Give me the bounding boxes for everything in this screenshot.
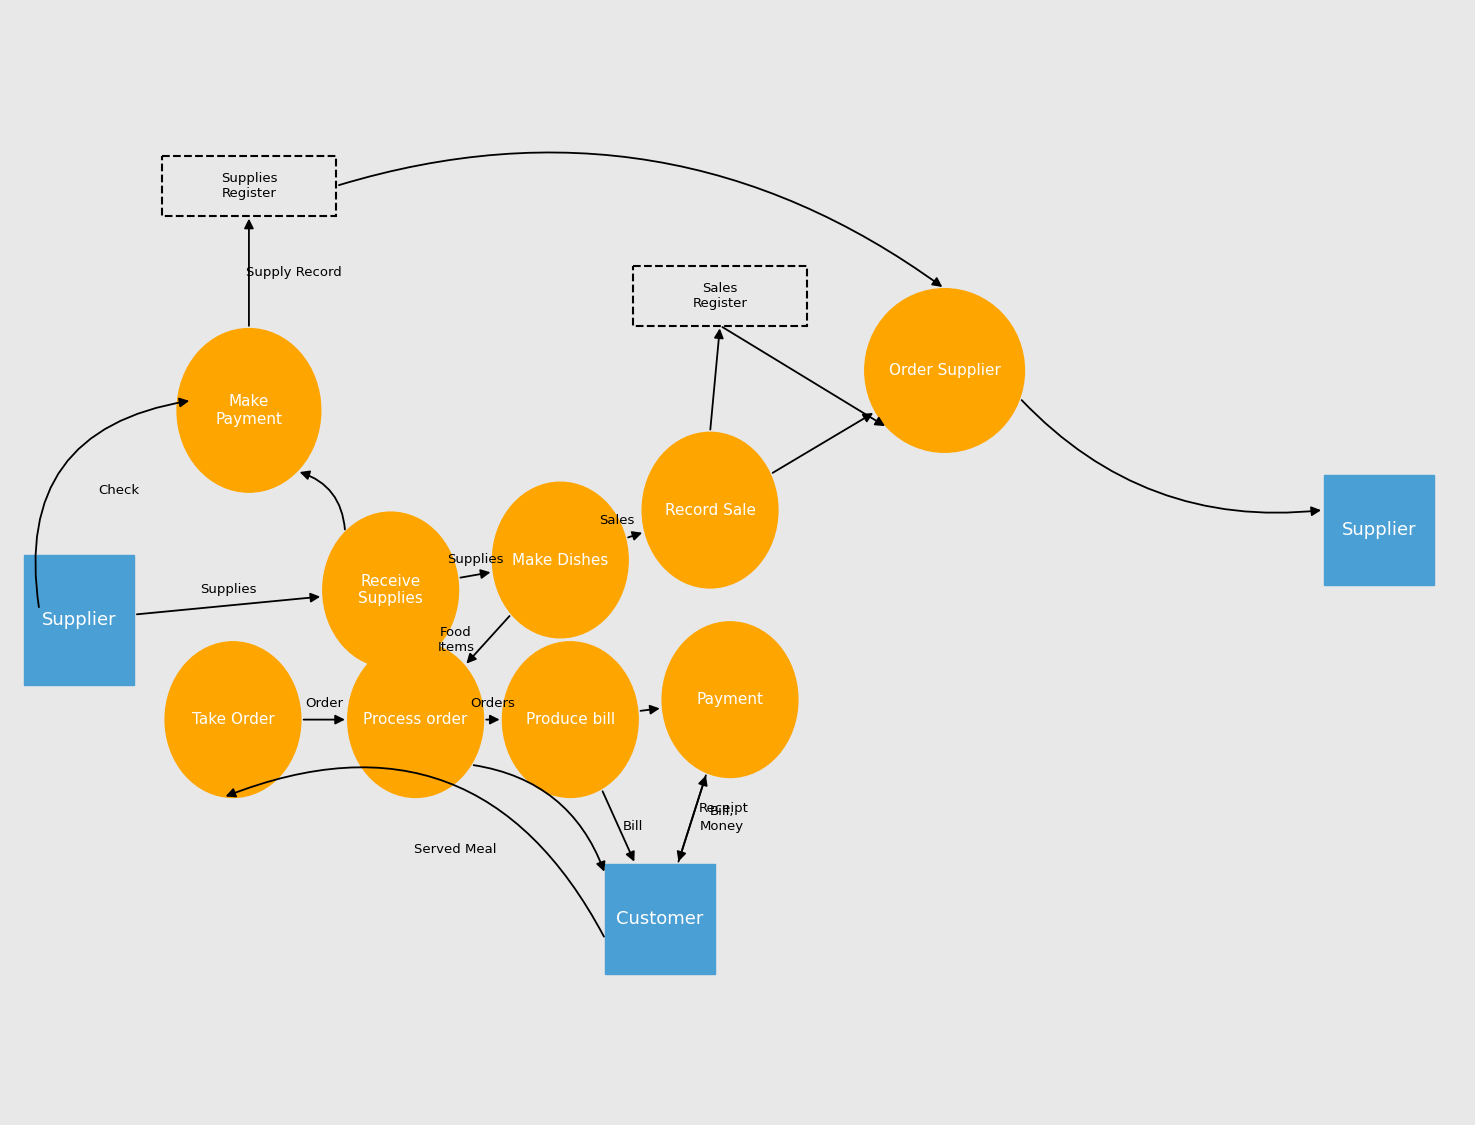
Ellipse shape — [642, 432, 777, 588]
Text: Supply Record: Supply Record — [246, 266, 342, 279]
FancyBboxPatch shape — [25, 555, 134, 685]
Text: Supplier: Supplier — [41, 611, 117, 629]
Text: Produce bill: Produce bill — [525, 712, 615, 727]
Text: Served Meal: Served Meal — [414, 843, 497, 856]
Bar — [162, 156, 336, 216]
Ellipse shape — [864, 289, 1025, 452]
Text: Process order: Process order — [363, 712, 468, 727]
Ellipse shape — [323, 512, 459, 668]
Text: Customer: Customer — [617, 910, 704, 928]
Text: Check: Check — [99, 484, 140, 496]
Text: Sales
Register: Sales Register — [693, 281, 748, 309]
Text: Take Order: Take Order — [192, 712, 274, 727]
Text: Bill,
Money: Bill, Money — [701, 804, 745, 832]
Text: Sales: Sales — [599, 514, 634, 526]
Bar — [633, 266, 807, 325]
Text: Payment: Payment — [696, 692, 764, 708]
Text: Receipt: Receipt — [699, 802, 749, 814]
Text: Orders: Orders — [471, 698, 515, 710]
Text: Make
Payment: Make Payment — [215, 394, 282, 426]
Text: Supplier: Supplier — [1341, 521, 1416, 539]
Ellipse shape — [662, 622, 798, 777]
Text: Receive
Supplies: Receive Supplies — [358, 574, 423, 606]
Ellipse shape — [503, 641, 639, 798]
Text: Order: Order — [305, 698, 344, 710]
FancyBboxPatch shape — [1325, 475, 1434, 585]
Text: Supplies: Supplies — [447, 552, 504, 566]
Text: Make Dishes: Make Dishes — [512, 552, 609, 567]
Text: Order Supplier: Order Supplier — [888, 363, 1000, 378]
Text: Supplies
Register: Supplies Register — [221, 172, 277, 200]
Ellipse shape — [493, 483, 628, 638]
Text: Record Sale: Record Sale — [665, 503, 755, 518]
Text: Supplies: Supplies — [201, 583, 257, 596]
Ellipse shape — [177, 328, 320, 492]
Ellipse shape — [165, 641, 301, 798]
Text: Food
Items: Food Items — [438, 626, 475, 654]
Text: Bill: Bill — [624, 820, 643, 832]
Ellipse shape — [348, 641, 484, 798]
FancyBboxPatch shape — [605, 864, 715, 974]
